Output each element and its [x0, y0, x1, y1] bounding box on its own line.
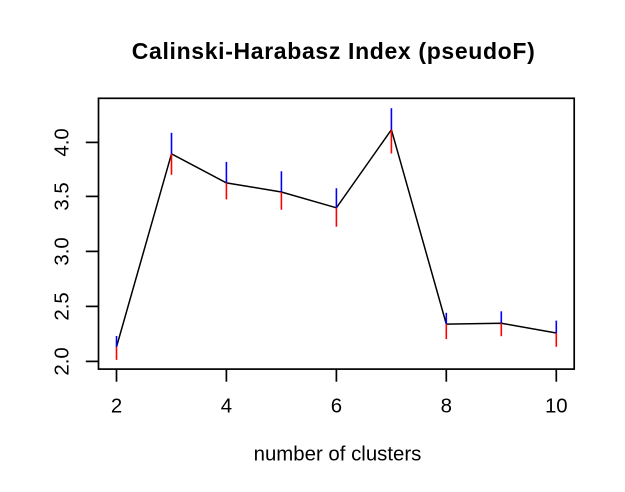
svg-text:3.0: 3.0 [52, 237, 74, 265]
svg-text:2.0: 2.0 [52, 347, 74, 375]
svg-text:4.0: 4.0 [52, 128, 74, 156]
svg-text:10: 10 [545, 396, 568, 418]
svg-text:Calinski-Harabasz Index (pseud: Calinski-Harabasz Index (pseudoF) [132, 38, 536, 64]
svg-text:number of clusters: number of clusters [254, 443, 422, 465]
svg-text:3.5: 3.5 [52, 182, 74, 210]
svg-text:6: 6 [331, 396, 342, 418]
svg-text:4: 4 [221, 396, 232, 418]
svg-text:2: 2 [111, 396, 122, 418]
svg-text:8: 8 [441, 396, 452, 418]
svg-text:2.5: 2.5 [52, 292, 74, 320]
